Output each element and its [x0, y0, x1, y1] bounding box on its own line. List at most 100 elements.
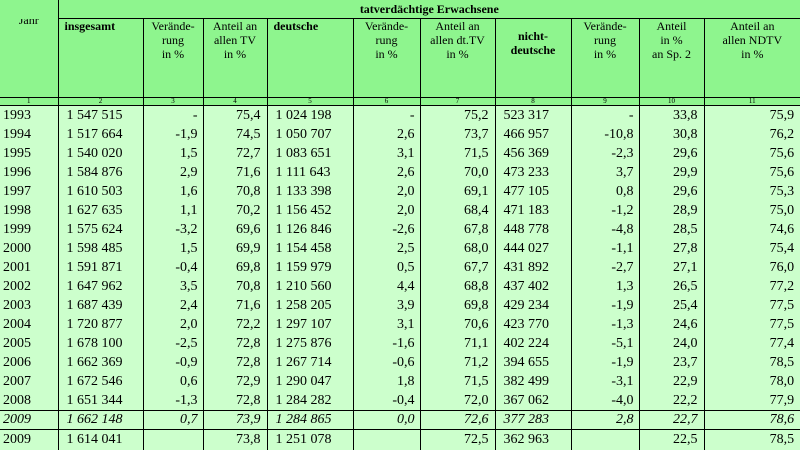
german-cell: 1 159 979	[266, 258, 353, 277]
table-row: 2000 1 598 485 1,5 69,9 1 154 458 2,5 68,0 444 …	[0, 239, 800, 258]
german-cell: 1 083 651	[266, 144, 353, 163]
total-share-cell: 75,4	[202, 105, 267, 125]
nongerman-cell: 429 234	[494, 296, 571, 315]
nongerman-change-cell: -	[570, 105, 639, 125]
german-change-cell: 2,6	[352, 163, 420, 182]
nongerman-cell: 437 402	[494, 277, 571, 296]
total-cell: 1 662 148	[57, 410, 143, 430]
nongerman-cell: 448 778	[494, 220, 571, 239]
year-cell: 2008	[0, 391, 58, 411]
total-change-cell: 2,4	[142, 296, 203, 315]
nongerman-cell: 423 770	[494, 315, 571, 334]
nongerman-change-cell: -4,8	[570, 220, 639, 239]
nongerman-share-ndtv-cell: 75,6	[703, 163, 800, 182]
total-share-cell: 72,7	[202, 144, 267, 163]
german-share-cell: 73,7	[419, 125, 495, 144]
german-change-cell: 3,1	[352, 315, 420, 334]
german-change-cell	[352, 429, 420, 450]
nongerman-share-ndtv-cell: 78,5	[703, 429, 800, 450]
column-number: 1	[0, 97, 58, 106]
total-share-cell: 72,8	[202, 353, 267, 372]
header-insgesamt: insgesamt	[57, 18, 143, 98]
total-cell: 1 584 876	[57, 163, 143, 182]
total-cell: 1 678 100	[57, 334, 143, 353]
total-share-cell: 69,9	[202, 239, 267, 258]
total-share-cell: 69,6	[202, 220, 267, 239]
nongerman-share-ndtv-cell: 77,5	[703, 296, 800, 315]
table-row: 2004 1 720 877 2,0 72,2 1 297 107 3,1 70,6 423 …	[0, 315, 800, 334]
total-change-cell	[142, 429, 203, 450]
german-share-cell: 72,0	[419, 391, 495, 411]
german-cell: 1 050 707	[266, 125, 353, 144]
german-change-cell: 1,8	[352, 372, 420, 391]
german-change-cell: 3,1	[352, 144, 420, 163]
nongerman-share-ndtv-cell: 75,4	[703, 239, 800, 258]
table-row: 2002 1 647 962 3,5 70,8 1 210 560 4,4 68,8 437 …	[0, 277, 800, 296]
total-cell: 1 598 485	[57, 239, 143, 258]
nongerman-change-cell: -1,1	[570, 239, 639, 258]
german-share-cell: 69,8	[419, 296, 495, 315]
column-number: 6	[352, 97, 420, 106]
nongerman-cell: 456 369	[494, 144, 571, 163]
total-change-cell: 0,7	[142, 410, 203, 430]
table-row: 2008 1 651 344 -1,3 72,8 1 284 282 -0,4 72,0 36…	[0, 391, 800, 411]
nongerman-cell: 466 957	[494, 125, 571, 144]
column-number: 11	[703, 97, 800, 106]
nongerman-share-ndtv-cell: 74,6	[703, 220, 800, 239]
year-cell: 2009	[0, 410, 58, 430]
header-anteil-dttv: Anteil an allen dt.TV in %	[419, 18, 495, 98]
total-cell: 1 575 624	[57, 220, 143, 239]
german-cell: 1 111 643	[266, 163, 353, 182]
column-number: 7	[419, 97, 495, 106]
year-cell: 1994	[0, 125, 58, 144]
nongerman-share-sp2-cell: 33,8	[638, 105, 704, 125]
nongerman-share-sp2-cell: 22,9	[638, 372, 704, 391]
nongerman-change-cell: -3,1	[570, 372, 639, 391]
german-change-cell: 0,0	[352, 410, 420, 430]
column-header-row: Jahr insgesamt Verände-rung in % Anteil a…	[0, 18, 800, 98]
nongerman-cell: 473 233	[494, 163, 571, 182]
year-cell: 1998	[0, 201, 58, 220]
german-change-cell: 3,9	[352, 296, 420, 315]
german-change-cell: -0,6	[352, 353, 420, 372]
header-jahr: Jahr	[0, 18, 58, 98]
header-veraenderung-3: Verände-rung in %	[570, 18, 639, 98]
nongerman-share-ndtv-cell: 77,2	[703, 277, 800, 296]
table-row: 2007 1 672 546 0,6 72,9 1 290 047 1,8 71,5 382 …	[0, 372, 800, 391]
german-share-cell: 72,6	[419, 410, 495, 430]
nongerman-share-sp2-cell: 22,7	[638, 410, 704, 430]
nongerman-change-cell: -1,9	[570, 296, 639, 315]
table-row: 2006 1 662 369 -0,9 72,8 1 267 714 -0,6 71,2 39…	[0, 353, 800, 372]
column-number: 2	[57, 97, 143, 106]
nongerman-share-ndtv-cell: 76,2	[703, 125, 800, 144]
nongerman-share-sp2-cell: 26,5	[638, 277, 704, 296]
total-change-cell: 0,6	[142, 372, 203, 391]
total-change-cell: 2,9	[142, 163, 203, 182]
german-cell: 1 024 198	[266, 105, 353, 125]
german-cell: 1 258 205	[266, 296, 353, 315]
table-row: 1996 1 584 876 2,9 71,6 1 111 643 2,6 70,0 473 …	[0, 163, 800, 182]
german-change-cell: -	[352, 105, 420, 125]
year-cell: 2002	[0, 277, 58, 296]
year-cell: 2000	[0, 239, 58, 258]
german-change-cell: -0,4	[352, 391, 420, 411]
year-cell: 2003	[0, 296, 58, 315]
nongerman-change-cell: -1,9	[570, 353, 639, 372]
nongerman-share-sp2-cell: 27,1	[638, 258, 704, 277]
german-share-cell: 70,6	[419, 315, 495, 334]
total-share-cell: 73,8	[202, 429, 267, 450]
total-change-cell: -	[142, 105, 203, 125]
nongerman-share-sp2-cell: 22,5	[638, 429, 704, 450]
total-change-cell: -1,9	[142, 125, 203, 144]
total-share-cell: 70,2	[202, 201, 267, 220]
total-cell: 1 614 041	[57, 429, 143, 450]
nongerman-change-cell: -4,0	[570, 391, 639, 411]
total-share-cell: 73,9	[202, 410, 267, 430]
nongerman-change-cell: 0,8	[570, 182, 639, 201]
german-share-cell: 75,2	[419, 105, 495, 125]
nongerman-change-cell: 2,8	[570, 410, 639, 430]
nongerman-change-cell	[570, 429, 639, 450]
column-number: 3	[142, 97, 203, 106]
german-cell: 1 126 846	[266, 220, 353, 239]
nongerman-cell: 362 963	[494, 429, 571, 450]
